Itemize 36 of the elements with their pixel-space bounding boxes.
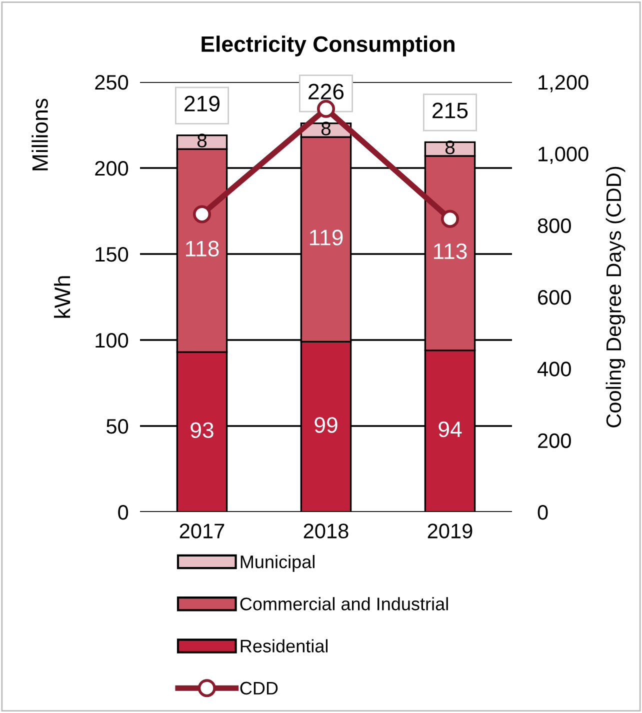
data-label: 119 (310, 230, 343, 246)
y2-tick-label: 0 (538, 505, 548, 520)
y2-axis-title: Cooling Degree Days (CDD) (606, 166, 626, 428)
point (192, 205, 212, 224)
x-tick-label: 2017 (180, 524, 224, 538)
data-label: 93 (190, 422, 214, 438)
text: Millions (32, 98, 48, 170)
point (440, 210, 460, 228)
data-label: 99 (314, 417, 338, 433)
y2-tick-label: 200 (538, 433, 571, 448)
point (316, 100, 336, 118)
y-tick-label: 100 (96, 333, 128, 348)
y2-tick-label: 600 (538, 290, 571, 305)
legend-label: Commercial and Industrial (240, 597, 448, 610)
total-label: 219 (184, 96, 220, 112)
y-tick-label: 50 (106, 419, 128, 434)
y-tick-label: 200 (95, 161, 128, 176)
data-label: 118 (186, 240, 219, 257)
total-label: 215 (432, 102, 468, 118)
y2-tick-label: 1,200 (538, 75, 588, 92)
y2-tick-label: 400 (537, 362, 571, 376)
y-tick-label: 250 (95, 75, 128, 90)
legend-label: Residential (240, 639, 328, 652)
y2-tick-label: 1,000 (538, 146, 588, 164)
x-tick-label: 2018 (304, 524, 348, 538)
total-label: 226 (308, 84, 344, 100)
legend-label: Municipal (240, 555, 314, 572)
data-label: 94 (438, 421, 462, 438)
data-label: 113 (434, 243, 467, 260)
y2-tick-label: 800 (538, 218, 571, 234)
y-tick-label: 150 (96, 247, 128, 262)
y-tick-label: 0 (118, 505, 128, 520)
legend-label: CDD (240, 682, 278, 695)
y-axis-title: kWh (54, 276, 70, 318)
chart-title: Electricity Consumption (202, 36, 454, 56)
x-tick-label: 2019 (428, 524, 472, 538)
